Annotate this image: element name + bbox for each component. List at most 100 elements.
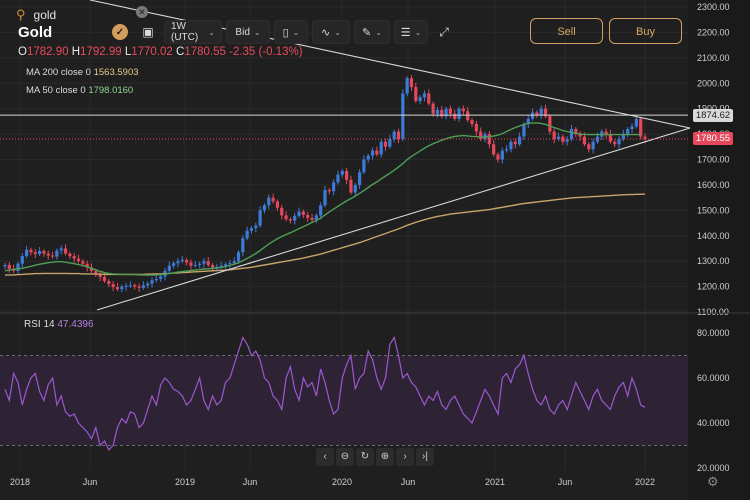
chevron-left-icon[interactable]: ‹ [316,448,334,466]
lower-trendline [96,127,691,311]
candle-body [604,131,608,135]
candle-body [85,263,89,268]
price-tick-label: 2000.00 [697,78,730,88]
candle-body [72,256,76,259]
ma50-label: MA 50 close 0 [26,85,86,96]
candle-body [154,278,158,281]
ma50-legend[interactable]: MA 50 close 0 1798.0160 [26,85,133,96]
close-icon[interactable]: ✕ [136,6,148,18]
candle-body [505,149,509,151]
fullscreen-icon: ⤢ [439,24,449,39]
candle-body [293,215,297,221]
drawing-select[interactable]: ✎ ⌄ [354,20,390,44]
candle-body [440,109,444,117]
candle-body [535,112,539,116]
candle-body [94,270,98,274]
candle-body [409,78,414,88]
candle-body [55,250,59,257]
search-input[interactable]: gold [33,8,57,22]
candle-body [548,116,552,132]
time-tick-label: 2019 [175,477,195,487]
candle-body [552,131,556,140]
candle-body [172,263,176,266]
candle-body [245,230,249,239]
chart-type-select[interactable]: ▯ ⌄ [274,20,308,44]
candle-body [396,131,401,140]
open-value: 1782.90 [26,46,69,58]
candle-body [587,144,591,150]
price-tick-label: 2300.00 [697,2,730,12]
low-value: 1770.02 [131,46,173,58]
candle-body [626,129,630,135]
candle-body [42,251,46,254]
candle-body [193,264,197,266]
layers-select[interactable]: ☰ ⌄ [394,20,428,44]
candle-body [210,264,215,268]
horizontal-line-price-tag: 1874.62 [693,109,733,122]
candle-body [319,205,323,216]
search-box[interactable]: ⚲ gold [16,7,56,23]
time-tick-label: Jun [83,477,98,487]
candle-body [124,285,128,287]
ma200-legend[interactable]: MA 200 close 0 1563.5903 [26,67,139,78]
chart-settings-button[interactable]: ▣ [136,20,160,44]
interval-select[interactable]: 1W (UTC) ⌄ [164,20,222,44]
candle-body [310,217,314,220]
candle-body [500,150,504,160]
reset-icon[interactable]: ↻ [356,448,374,466]
open-label: O [18,46,27,58]
price-type-select[interactable]: Bid ⌄ [226,20,270,44]
candle-body [102,276,107,281]
rsi-tick-label: 60.0000 [697,373,730,383]
rsi-value: 47.4396 [57,319,94,330]
chevron-down-icon: ⌄ [414,27,422,37]
ma50-line [4,122,641,276]
candle-body [20,256,24,264]
candle-body [46,253,50,256]
fullscreen-button[interactable]: ⤢ [432,20,456,44]
instrument-title: Gold [18,24,53,41]
indicators-select[interactable]: ∿ ⌄ [312,20,350,44]
zoom-out-icon[interactable]: ⊖ [336,448,354,466]
candle-body [375,150,379,155]
candle-body [327,190,331,192]
close-label: C [176,46,185,58]
candle-body [353,184,357,193]
candle-body [232,261,236,264]
price-tick-label: 1400.00 [697,231,730,241]
change-value: -2.35 (-0.13%) [229,46,303,58]
time-tick-label: Jun [401,477,416,487]
last-price-tag: 1780.55 [693,132,733,145]
candle-body [496,154,500,160]
price-type-label: Bid [235,26,250,38]
rsi-legend[interactable]: RSI 14 47.4396 [24,319,94,330]
chevron-end-icon[interactable]: ›| [416,448,434,466]
zoom-in-icon[interactable]: ⊕ [376,448,394,466]
price-tick-label: 1600.00 [697,180,730,190]
candlestick-icon: ▯ [282,26,289,39]
chevron-down-icon: ⌄ [292,27,300,37]
chevron-down-icon: ⌄ [253,27,261,37]
sell-button[interactable]: Sell [530,18,603,44]
candle-body [379,141,383,155]
candle-body [414,87,418,102]
candle-body [150,280,154,284]
candle-body [262,205,267,211]
gear-icon[interactable]: ⚙ [707,474,719,489]
candle-body [76,258,81,262]
candle-body [16,263,20,271]
candle-body [254,225,258,229]
candle-body [141,285,145,288]
candle-body [223,264,228,266]
indicators-icon: ∿ [321,26,331,39]
candle-body [314,215,318,220]
buy-button[interactable]: Buy [609,18,682,44]
candle-body [128,285,133,287]
candle-body [167,265,171,271]
candle-body [336,174,340,183]
candle-body [470,120,474,124]
candle-body [176,261,180,264]
check-button[interactable]: ✓ [108,20,132,44]
chevron-right-icon[interactable]: › [396,448,414,466]
candle-body [98,273,102,277]
